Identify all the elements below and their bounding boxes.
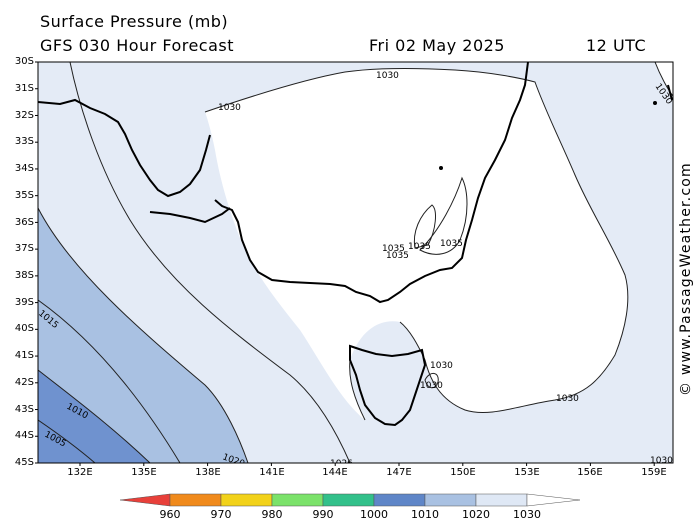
colorbar-tick-label: 1020 [462, 508, 490, 521]
lat-label: 36S [14, 217, 34, 228]
colorbar-cell [424, 493, 477, 507]
colorbar-tick-label: 1030 [513, 508, 541, 521]
coastline [38, 62, 673, 427]
colorbar-cell [526, 493, 581, 507]
high-pressure-area [205, 68, 628, 420]
isobar-1010 [38, 369, 151, 463]
isobar-1030-small [424, 373, 439, 389]
colorbar-cell [271, 493, 324, 507]
contour-label: 1030 [376, 71, 399, 81]
isobar-1030-tas [349, 359, 366, 421]
contour-label: 1026 [330, 459, 353, 469]
lat-label: 44S [14, 430, 34, 441]
lon-label: 153E [514, 467, 540, 478]
lon-label: 156E [577, 467, 603, 478]
lat-label: 45S [14, 457, 34, 468]
contour-label: 1030 [650, 456, 673, 466]
contour-label: 1030 [218, 103, 241, 113]
colorbar-cell [169, 493, 222, 507]
lat-label: 40S [14, 323, 34, 334]
colorbar-cell [475, 493, 528, 507]
island-dot [439, 166, 443, 170]
lord-howe-dot [653, 101, 657, 105]
contour-label: 1035 [440, 239, 463, 249]
colorbar-tick-label: 980 [261, 508, 283, 521]
coast-west [38, 98, 211, 198]
lon-label: 150E [450, 467, 476, 478]
coast-east [214, 62, 529, 304]
contour-label: 1035 [382, 244, 405, 254]
isobar-1015 [38, 299, 181, 463]
lon-label: 138E [195, 467, 221, 478]
contour-label: 1035 [408, 242, 431, 252]
lat-label: 37S [14, 243, 34, 254]
lat-label: 35S [14, 190, 34, 201]
isobar-1005 [38, 419, 96, 463]
colorbar-tick-label: 1000 [360, 508, 388, 521]
chart-title: Surface Pressure (mb) [40, 12, 229, 31]
lat-label: 30S [14, 56, 34, 67]
colorbar-cell [220, 493, 273, 507]
isobar-1035-b [413, 204, 436, 249]
lat-label: 42S [14, 377, 34, 388]
coast-tasmania [349, 344, 427, 427]
pressure-colorbar [119, 493, 581, 507]
axis-ticks [35, 61, 655, 466]
watermark-credit: © www.PassageWeather.com [678, 162, 694, 396]
contour-label: 1020 [221, 452, 246, 469]
forecast-time: 12 UTC [586, 36, 647, 55]
isobar-1035-a [419, 176, 468, 255]
colorbar-tick-label: 1010 [411, 508, 439, 521]
contour-label: 1030 [430, 361, 453, 371]
lat-label: 39S [14, 297, 34, 308]
lat-label: 34S [14, 163, 34, 174]
contour-label: 1030 [420, 381, 443, 391]
lat-label: 31S [14, 83, 34, 94]
isobars [38, 62, 673, 463]
colorbar-tick-label: 970 [210, 508, 232, 521]
lon-label: 141E [259, 467, 285, 478]
lon-label: 132E [67, 467, 93, 478]
contour-label: 1030 [556, 394, 579, 404]
coast-nz [667, 84, 673, 101]
lat-label: 32S [14, 110, 34, 121]
map-frame [37, 61, 674, 464]
colorbar-tick-label: 960 [159, 508, 181, 521]
lon-label: 144E [322, 467, 348, 478]
contour-label: 1035 [386, 251, 409, 261]
lon-label: 159E [641, 467, 667, 478]
colorbar-tick-label: 990 [312, 508, 334, 521]
colorbar-cell [322, 493, 375, 507]
lat-label: 43S [14, 404, 34, 415]
colorbar-cell [373, 493, 426, 507]
isobar-1025 [69, 62, 351, 463]
isobar-1030-ne [654, 62, 673, 97]
isobar-1020 [38, 207, 249, 463]
lon-label: 135E [131, 467, 157, 478]
colorbar-cell [119, 493, 171, 507]
forecast-date: Fri 02 May 2025 [369, 36, 505, 55]
lat-label: 38S [14, 270, 34, 281]
lat-label: 33S [14, 136, 34, 147]
lat-label: 41S [14, 350, 34, 361]
coast-kangaroo [149, 207, 231, 224]
band-1010-1020 [38, 208, 248, 463]
isobar-1030 [204, 67, 629, 414]
lon-label: 147E [386, 467, 412, 478]
forecast-label: GFS 030 Hour Forecast [40, 36, 235, 55]
